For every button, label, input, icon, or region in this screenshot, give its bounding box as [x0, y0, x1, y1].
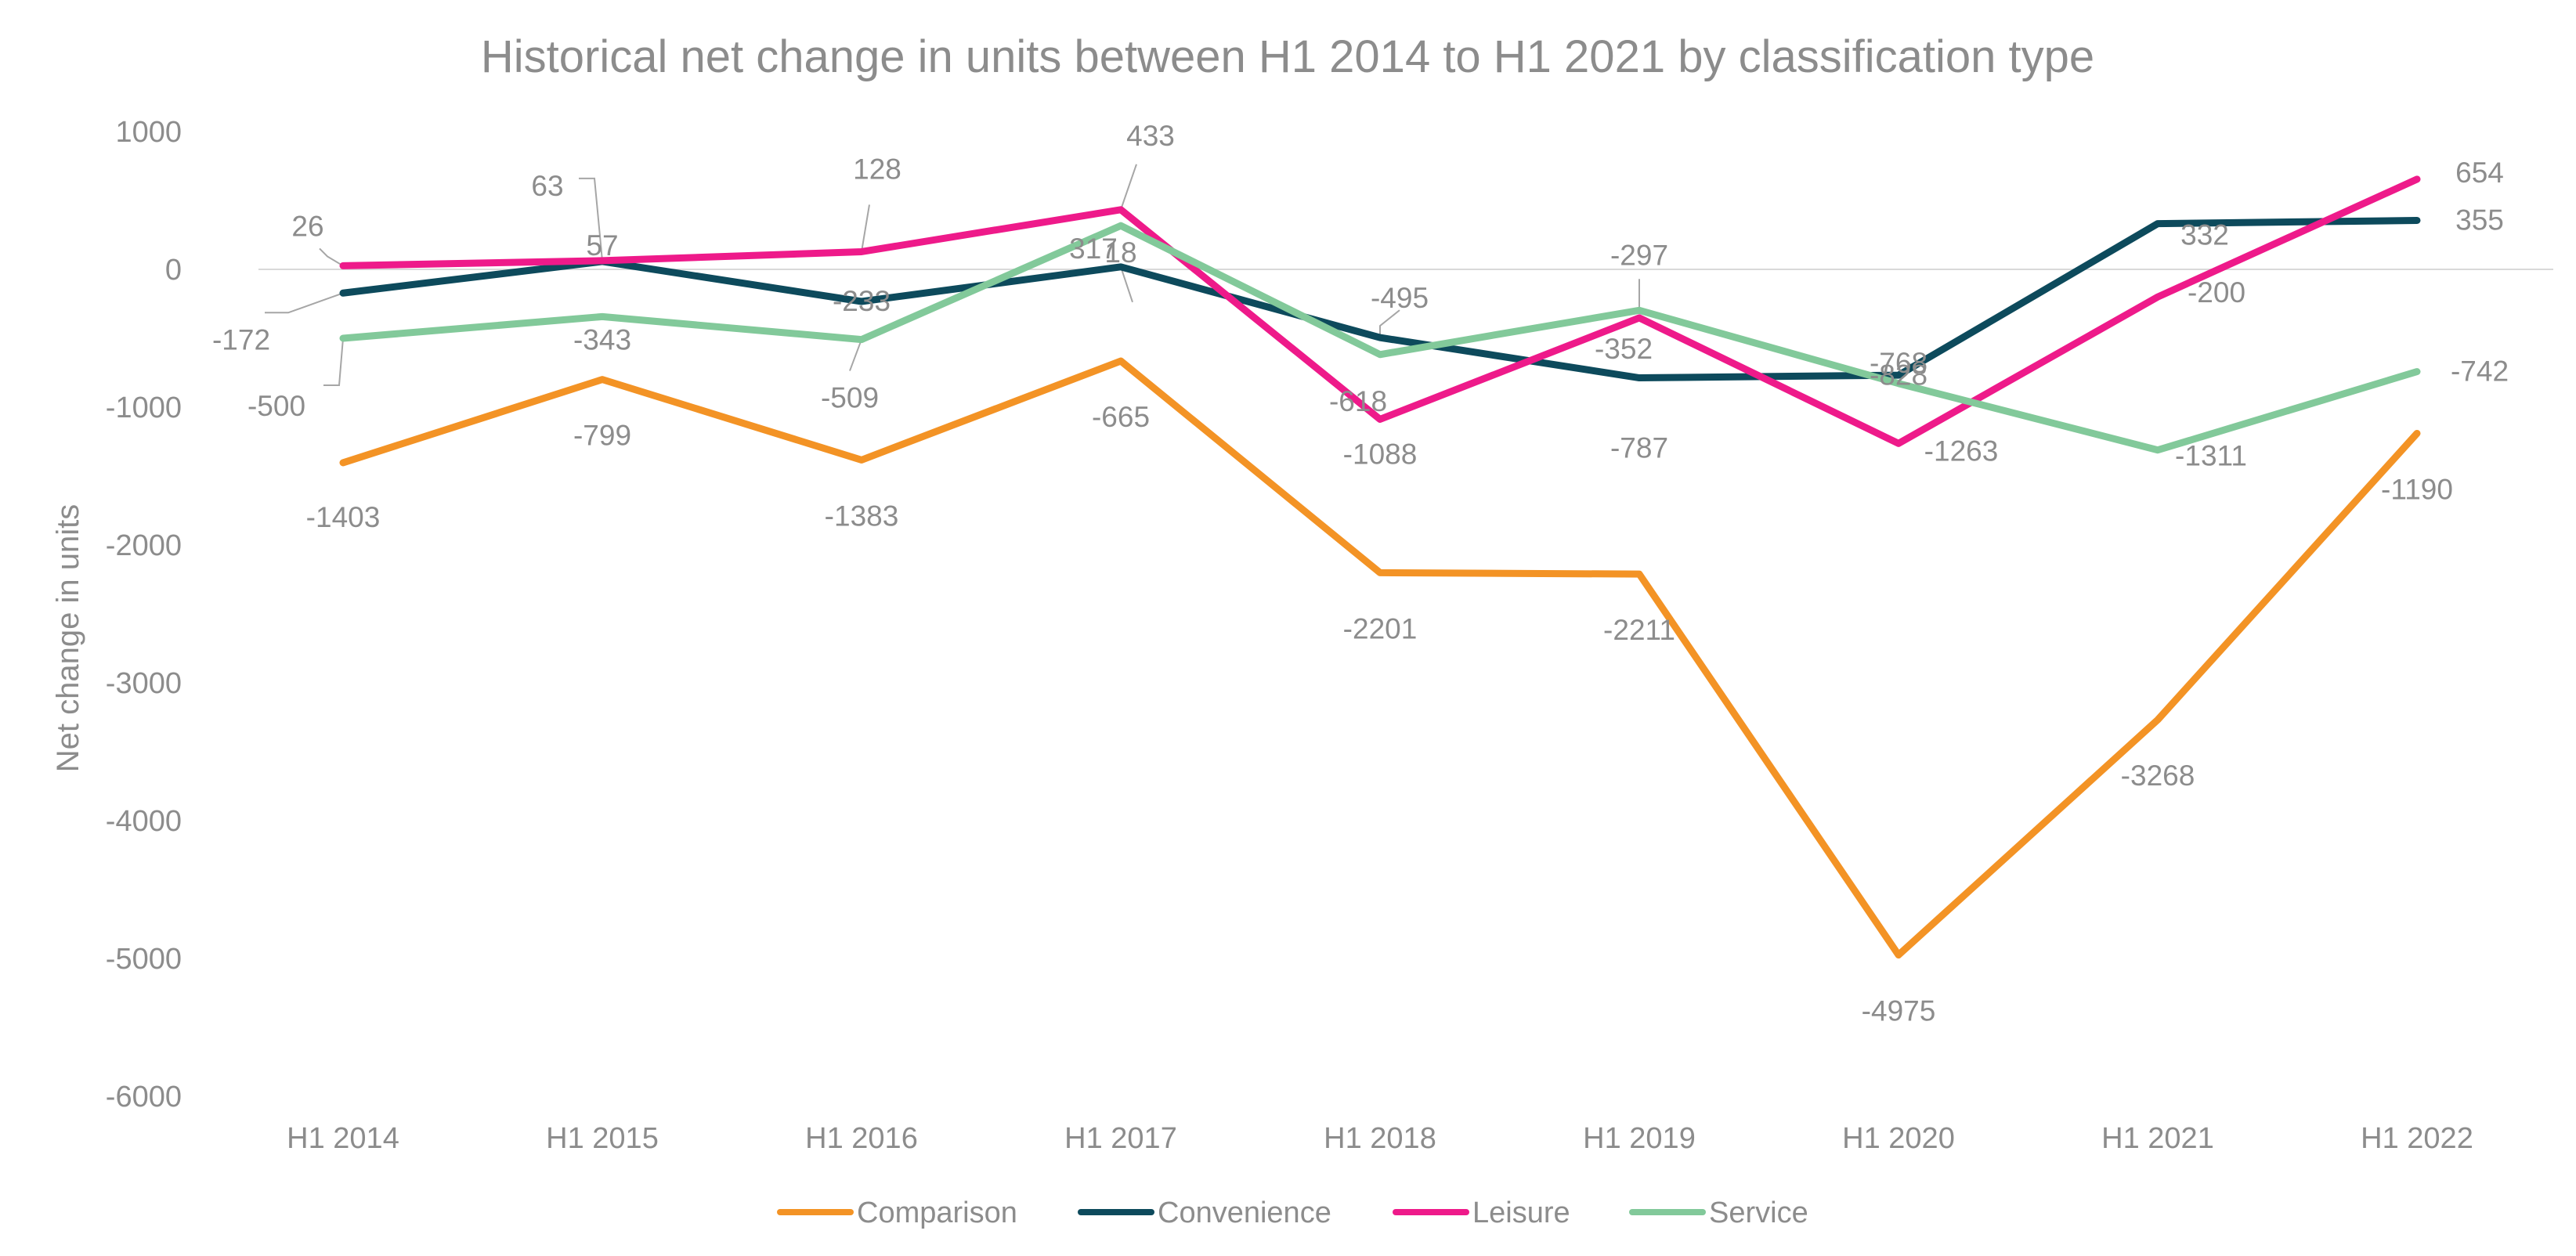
data-label-service: -297: [1610, 239, 1668, 271]
y-tick-label: -2000: [106, 529, 182, 562]
data-label-comparison: -1190: [2381, 473, 2453, 505]
data-label-convenience: -768: [1870, 347, 1927, 379]
data-label-service: -509: [821, 382, 879, 414]
x-tick-label: H1 2021: [2101, 1122, 2214, 1155]
series-line-convenience: [339, 217, 2421, 382]
data-label-convenience: 18: [1104, 236, 1136, 269]
legend-label-service: Service: [1709, 1196, 1808, 1229]
y-axis-ticks: 1000 0 -1000 -2000 -3000 -4000 -5000 -6000: [106, 116, 182, 1113]
x-tick-label: H1 2020: [1842, 1122, 1955, 1155]
data-label-convenience: 57: [586, 229, 618, 262]
data-label-convenience: 332: [2180, 219, 2229, 251]
leader-line: [265, 292, 344, 314]
data-label-comparison: -1403: [306, 501, 381, 533]
y-tick-label: 0: [165, 254, 182, 287]
series-line-service: [339, 222, 2421, 454]
data-labels: -1403 -799 -1383 -665 -2201 -2211 -4975 -3268 -1…: [212, 120, 2509, 1027]
chart-title: Historical net change in units between H…: [481, 31, 2094, 82]
data-label-leisure: 128: [853, 153, 901, 185]
leader-line: [579, 177, 603, 262]
leader-line: [849, 339, 862, 371]
data-label-convenience: 355: [2455, 204, 2504, 236]
y-tick-label: -6000: [106, 1081, 182, 1113]
x-axis-ticks: H1 2014 H1 2015 H1 2016 H1 2017 H1 2018 H1 20…: [287, 1122, 2473, 1155]
x-tick-label: H1 2015: [546, 1122, 659, 1155]
data-label-service: -828: [1870, 359, 1927, 392]
legend-label-comparison: Comparison: [857, 1196, 1017, 1229]
data-label-leisure: -1088: [1343, 438, 1418, 470]
y-tick-label: 1000: [115, 116, 182, 149]
data-label-comparison: -3268: [2121, 760, 2195, 792]
data-label-service: -500: [247, 390, 305, 422]
data-label-convenience: -495: [1371, 282, 1429, 314]
data-label-comparison: -2201: [1343, 612, 1418, 644]
x-tick-label: H1 2019: [1583, 1122, 1696, 1155]
series-line-leisure: [339, 175, 2421, 447]
data-label-leisure: 654: [2455, 157, 2504, 189]
y-tick-label: -4000: [106, 805, 182, 838]
data-label-leisure: 63: [531, 170, 563, 202]
data-label-convenience: -233: [833, 285, 891, 317]
data-label-comparison: -799: [573, 420, 631, 452]
leader-line: [1120, 266, 1133, 303]
y-tick-label: -1000: [106, 392, 182, 424]
y-tick-label: -5000: [106, 943, 182, 976]
data-label-service: -1311: [2175, 440, 2247, 472]
series-lines: [339, 175, 2421, 959]
data-label-leisure: -1263: [1924, 435, 1999, 467]
data-label-leisure: 433: [1126, 120, 1175, 152]
legend-label-leisure: Leisure: [1472, 1196, 1570, 1229]
data-label-service: -742: [2451, 356, 2509, 388]
data-label-leisure: -352: [1595, 333, 1653, 365]
data-label-service: -618: [1329, 385, 1387, 417]
data-label-comparison: -2211: [1603, 614, 1675, 646]
leader-line: [861, 204, 870, 252]
series-line-comparison: [339, 357, 2421, 959]
y-tick-label: -3000: [106, 667, 182, 700]
data-label-comparison: -4975: [1862, 995, 1936, 1027]
leader-line: [1120, 164, 1137, 211]
x-tick-label: H1 2022: [2361, 1122, 2473, 1155]
x-tick-label: H1 2018: [1324, 1122, 1436, 1155]
data-label-leisure: 26: [291, 210, 323, 242]
x-tick-label: H1 2014: [287, 1122, 399, 1155]
legend-label-convenience: Convenience: [1158, 1196, 1331, 1229]
y-axis-title: Net change in units: [51, 504, 85, 772]
data-label-leisure: -200: [2188, 276, 2245, 309]
leader-line: [1379, 309, 1400, 338]
data-label-comparison: -665: [1092, 401, 1150, 433]
leader-line: [323, 337, 344, 386]
data-label-convenience: -172: [212, 323, 270, 356]
data-label-convenience: -787: [1610, 432, 1668, 464]
x-tick-label: H1 2016: [805, 1122, 918, 1155]
leader-line: [319, 247, 344, 267]
x-tick-label: H1 2017: [1064, 1122, 1177, 1155]
legend: Comparison Convenience Leisure Service: [777, 1196, 1808, 1229]
data-label-service: -343: [573, 323, 631, 356]
data-label-service: 317: [1069, 233, 1118, 265]
data-label-comparison: -1383: [825, 500, 899, 532]
